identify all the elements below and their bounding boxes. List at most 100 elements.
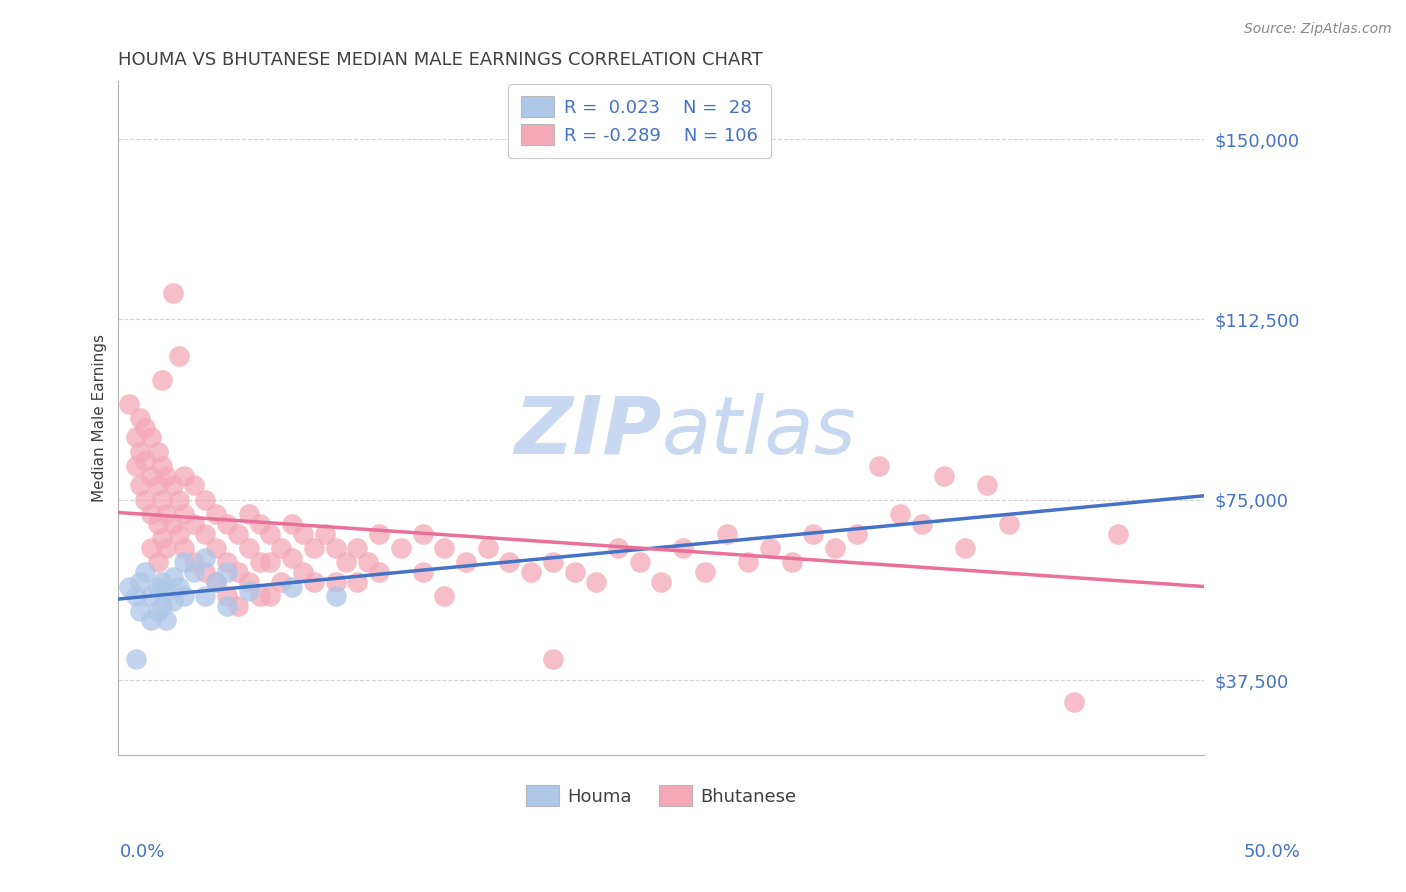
- Point: [368, 565, 391, 579]
- Point: [118, 397, 141, 411]
- Point: [780, 556, 803, 570]
- Point: [215, 599, 238, 613]
- Point: [183, 516, 205, 531]
- Point: [183, 478, 205, 492]
- Point: [346, 574, 368, 589]
- Point: [134, 492, 156, 507]
- Point: [325, 589, 347, 603]
- Point: [824, 541, 846, 555]
- Point: [412, 526, 434, 541]
- Point: [155, 541, 177, 555]
- Point: [737, 556, 759, 570]
- Point: [454, 556, 477, 570]
- Point: [226, 565, 249, 579]
- Point: [150, 599, 173, 613]
- Point: [167, 492, 190, 507]
- Point: [134, 454, 156, 468]
- Point: [194, 589, 217, 603]
- Point: [167, 349, 190, 363]
- Point: [194, 565, 217, 579]
- Point: [146, 445, 169, 459]
- Point: [238, 574, 260, 589]
- Point: [498, 556, 520, 570]
- Point: [314, 526, 336, 541]
- Point: [194, 492, 217, 507]
- Point: [238, 508, 260, 522]
- Point: [146, 556, 169, 570]
- Point: [433, 541, 456, 555]
- Point: [125, 430, 148, 444]
- Point: [389, 541, 412, 555]
- Point: [259, 556, 281, 570]
- Point: [955, 541, 977, 555]
- Point: [845, 526, 868, 541]
- Point: [998, 516, 1021, 531]
- Point: [564, 565, 586, 579]
- Point: [357, 556, 380, 570]
- Text: 50.0%: 50.0%: [1244, 843, 1301, 861]
- Point: [139, 589, 162, 603]
- Point: [155, 584, 177, 599]
- Point: [249, 589, 271, 603]
- Point: [134, 565, 156, 579]
- Point: [146, 478, 169, 492]
- Point: [911, 516, 934, 531]
- Point: [139, 541, 162, 555]
- Point: [259, 589, 281, 603]
- Point: [650, 574, 672, 589]
- Point: [173, 589, 195, 603]
- Point: [412, 565, 434, 579]
- Point: [292, 565, 315, 579]
- Point: [270, 574, 292, 589]
- Point: [302, 574, 325, 589]
- Point: [433, 589, 456, 603]
- Point: [129, 574, 152, 589]
- Point: [125, 459, 148, 474]
- Point: [259, 526, 281, 541]
- Point: [759, 541, 782, 555]
- Point: [118, 580, 141, 594]
- Point: [302, 541, 325, 555]
- Point: [520, 565, 543, 579]
- Point: [226, 599, 249, 613]
- Point: [889, 508, 911, 522]
- Point: [976, 478, 998, 492]
- Point: [205, 508, 228, 522]
- Point: [146, 603, 169, 617]
- Point: [585, 574, 607, 589]
- Point: [162, 478, 184, 492]
- Point: [932, 468, 955, 483]
- Point: [194, 526, 217, 541]
- Point: [477, 541, 499, 555]
- Point: [139, 613, 162, 627]
- Point: [205, 574, 228, 589]
- Point: [162, 516, 184, 531]
- Point: [162, 570, 184, 584]
- Point: [672, 541, 695, 555]
- Point: [541, 556, 564, 570]
- Point: [150, 532, 173, 546]
- Point: [215, 516, 238, 531]
- Point: [129, 478, 152, 492]
- Point: [150, 574, 173, 589]
- Point: [167, 580, 190, 594]
- Point: [134, 421, 156, 435]
- Point: [139, 508, 162, 522]
- Point: [346, 541, 368, 555]
- Point: [325, 574, 347, 589]
- Point: [129, 603, 152, 617]
- Point: [155, 468, 177, 483]
- Point: [129, 411, 152, 425]
- Point: [1107, 526, 1129, 541]
- Point: [541, 651, 564, 665]
- Point: [167, 526, 190, 541]
- Text: ZIP: ZIP: [515, 392, 661, 471]
- Point: [125, 589, 148, 603]
- Point: [335, 556, 357, 570]
- Point: [607, 541, 630, 555]
- Point: [238, 541, 260, 555]
- Point: [292, 526, 315, 541]
- Point: [155, 508, 177, 522]
- Point: [281, 516, 304, 531]
- Point: [628, 556, 651, 570]
